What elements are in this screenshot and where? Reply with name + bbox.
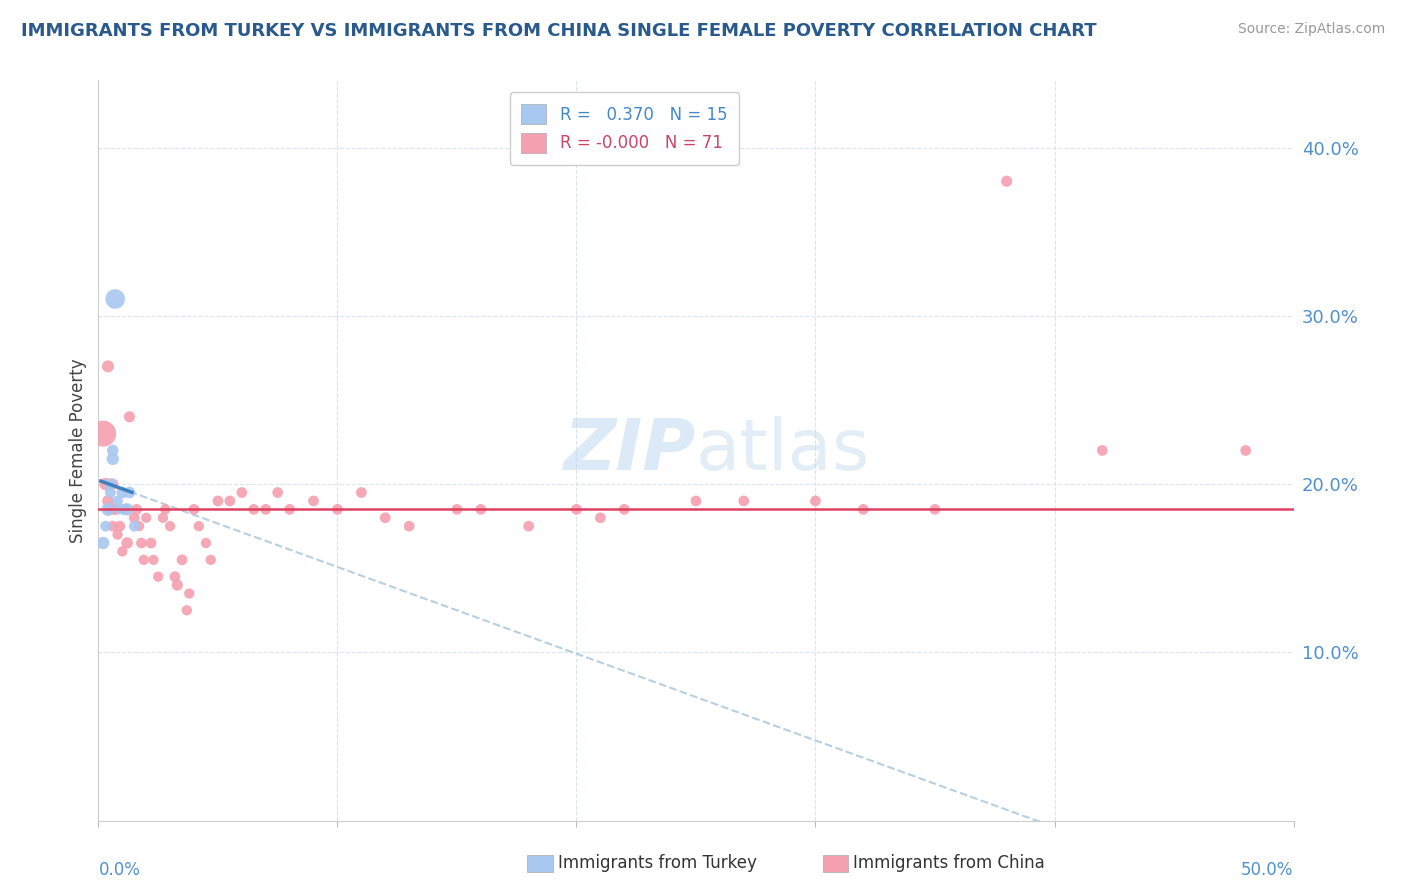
Point bbox=[183, 502, 205, 516]
Point bbox=[101, 443, 124, 458]
Text: ZIP: ZIP bbox=[564, 416, 696, 485]
Point bbox=[176, 603, 198, 617]
Point bbox=[108, 519, 131, 533]
Point bbox=[195, 536, 218, 550]
Point bbox=[114, 502, 136, 516]
Point bbox=[111, 485, 134, 500]
Point bbox=[155, 502, 177, 516]
Legend: R =   0.370   N = 15, R = -0.000   N = 71: R = 0.370 N = 15, R = -0.000 N = 71 bbox=[509, 92, 740, 165]
Point bbox=[104, 292, 127, 306]
Point bbox=[166, 578, 188, 592]
Point bbox=[94, 477, 117, 491]
Point bbox=[163, 569, 186, 583]
Point bbox=[685, 494, 707, 508]
Point bbox=[1091, 443, 1114, 458]
Point bbox=[94, 519, 117, 533]
Point bbox=[101, 477, 124, 491]
Point bbox=[852, 502, 875, 516]
Point bbox=[104, 502, 127, 516]
Point bbox=[97, 502, 120, 516]
Point bbox=[565, 502, 588, 516]
Point bbox=[101, 519, 124, 533]
Point bbox=[111, 544, 134, 558]
Point bbox=[231, 485, 253, 500]
Point bbox=[613, 502, 636, 516]
Point bbox=[101, 451, 124, 466]
Point bbox=[187, 519, 209, 533]
Point bbox=[179, 586, 201, 600]
Point bbox=[128, 519, 150, 533]
Point bbox=[91, 536, 114, 550]
Text: atlas: atlas bbox=[696, 416, 870, 485]
Point bbox=[924, 502, 946, 516]
Point bbox=[446, 502, 468, 516]
Text: Immigrants from China: Immigrants from China bbox=[853, 855, 1045, 872]
Point bbox=[243, 502, 266, 516]
Point bbox=[374, 510, 396, 524]
Point bbox=[302, 494, 325, 508]
Point bbox=[470, 502, 492, 516]
Point bbox=[398, 519, 420, 533]
Point bbox=[98, 477, 122, 491]
Point bbox=[142, 553, 165, 567]
Point bbox=[350, 485, 373, 500]
Point bbox=[124, 510, 146, 524]
Point bbox=[995, 174, 1018, 188]
Point bbox=[124, 519, 146, 533]
Point bbox=[97, 359, 120, 374]
Point bbox=[108, 502, 131, 516]
Point bbox=[135, 510, 157, 524]
Point bbox=[115, 502, 138, 516]
Point bbox=[733, 494, 755, 508]
Point bbox=[1234, 443, 1257, 458]
Point bbox=[219, 494, 242, 508]
Point bbox=[98, 502, 122, 516]
Point bbox=[132, 553, 155, 567]
Point bbox=[517, 519, 540, 533]
Text: Source: ZipAtlas.com: Source: ZipAtlas.com bbox=[1237, 22, 1385, 37]
Text: 50.0%: 50.0% bbox=[1241, 862, 1294, 880]
Point bbox=[118, 485, 141, 500]
Point bbox=[152, 510, 174, 524]
Point bbox=[98, 485, 122, 500]
Point bbox=[107, 527, 129, 541]
Point bbox=[267, 485, 290, 500]
Point bbox=[115, 536, 138, 550]
Point bbox=[118, 409, 141, 424]
Text: 0.0%: 0.0% bbox=[98, 862, 141, 880]
Text: Immigrants from Turkey: Immigrants from Turkey bbox=[558, 855, 756, 872]
Point bbox=[97, 494, 120, 508]
Point bbox=[589, 510, 612, 524]
Point bbox=[159, 519, 181, 533]
Point bbox=[278, 502, 301, 516]
Point bbox=[139, 536, 162, 550]
Point bbox=[207, 494, 229, 508]
Point bbox=[326, 502, 349, 516]
Point bbox=[172, 553, 194, 567]
Point bbox=[114, 502, 136, 516]
Point bbox=[107, 494, 129, 508]
Text: IMMIGRANTS FROM TURKEY VS IMMIGRANTS FROM CHINA SINGLE FEMALE POVERTY CORRELATIO: IMMIGRANTS FROM TURKEY VS IMMIGRANTS FRO… bbox=[21, 22, 1097, 40]
Point bbox=[131, 536, 153, 550]
Point bbox=[804, 494, 827, 508]
Point bbox=[125, 502, 148, 516]
Point bbox=[200, 553, 222, 567]
Point bbox=[148, 569, 170, 583]
Point bbox=[254, 502, 277, 516]
Point bbox=[91, 426, 114, 441]
Y-axis label: Single Female Poverty: Single Female Poverty bbox=[69, 359, 87, 542]
